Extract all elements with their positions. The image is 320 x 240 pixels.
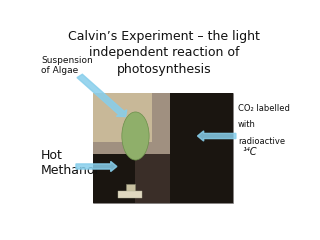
- Text: Suspension
of Algae: Suspension of Algae: [41, 56, 93, 75]
- Text: Hot
Methanol: Hot Methanol: [41, 149, 99, 177]
- FancyArrow shape: [197, 131, 236, 141]
- Bar: [170, 93, 234, 204]
- Bar: [118, 191, 142, 198]
- FancyArrow shape: [76, 161, 117, 172]
- Bar: [93, 93, 152, 143]
- Text: Calvin’s Experiment – the light
independent reaction of
photosynthesis: Calvin’s Experiment – the light independ…: [68, 30, 260, 76]
- Text: ¹⁴C: ¹⁴C: [242, 147, 257, 157]
- Bar: [93, 93, 233, 154]
- Ellipse shape: [122, 112, 149, 160]
- Bar: [125, 184, 135, 196]
- FancyArrow shape: [77, 74, 127, 117]
- Text: radioactive: radioactive: [238, 137, 285, 146]
- Bar: [93, 154, 135, 204]
- Bar: [93, 93, 233, 204]
- Text: with: with: [238, 120, 256, 129]
- Text: CO₂ labelled: CO₂ labelled: [238, 104, 290, 113]
